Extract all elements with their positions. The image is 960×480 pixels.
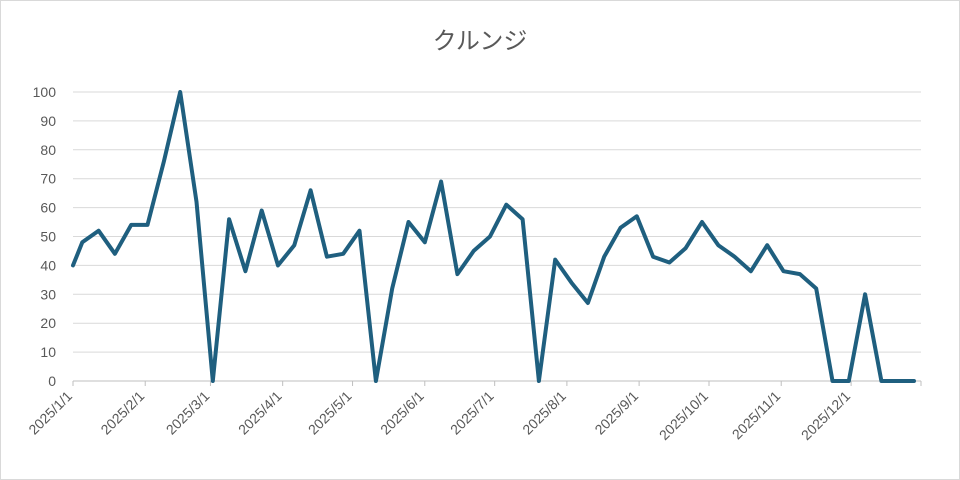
y-tick-label: 20 — [40, 315, 56, 331]
x-tick-label: 2025/4/1 — [235, 388, 285, 438]
y-axis: 0 10 20 30 40 50 60 70 80 90 100 — [33, 84, 57, 389]
x-tick-label: 2025/9/1 — [591, 388, 641, 438]
chart-title: クルンジ — [432, 27, 528, 55]
y-tick-label: 40 — [40, 257, 56, 273]
series-layer — [71, 90, 916, 383]
x-tick-label: 2025/8/1 — [519, 388, 569, 438]
gridlines — [73, 91, 921, 353]
x-axis: 2025/1/1 2025/2/1 2025/3/1 2025/4/1 2025/5/1… — [25, 380, 922, 444]
x-tick-label: 2025/12/1 — [798, 388, 854, 444]
x-tick-label: 2025/5/1 — [305, 388, 355, 438]
x-tick-label: 2025/11/1 — [729, 388, 784, 443]
y-tick-label: 60 — [40, 200, 56, 216]
y-tick-label: 90 — [40, 113, 56, 129]
y-tick-label: 10 — [40, 344, 56, 360]
x-tick-label: 2025/2/1 — [97, 388, 147, 438]
y-tick-label: 70 — [40, 171, 56, 187]
x-tick-label: 2025/3/1 — [163, 388, 213, 438]
y-tick-label: 80 — [40, 142, 56, 158]
x-tick-label: 2025/1/1 — [25, 388, 75, 438]
y-tick-label: 0 — [48, 373, 56, 389]
x-tick-label: 2025/7/1 — [447, 388, 497, 438]
x-tick-label: 2025/10/1 — [656, 388, 712, 444]
y-tick-label: 50 — [40, 229, 56, 245]
y-tick-label: 30 — [40, 286, 56, 302]
y-tick-label: 100 — [33, 84, 57, 100]
x-tick-label: 2025/6/1 — [377, 388, 427, 438]
